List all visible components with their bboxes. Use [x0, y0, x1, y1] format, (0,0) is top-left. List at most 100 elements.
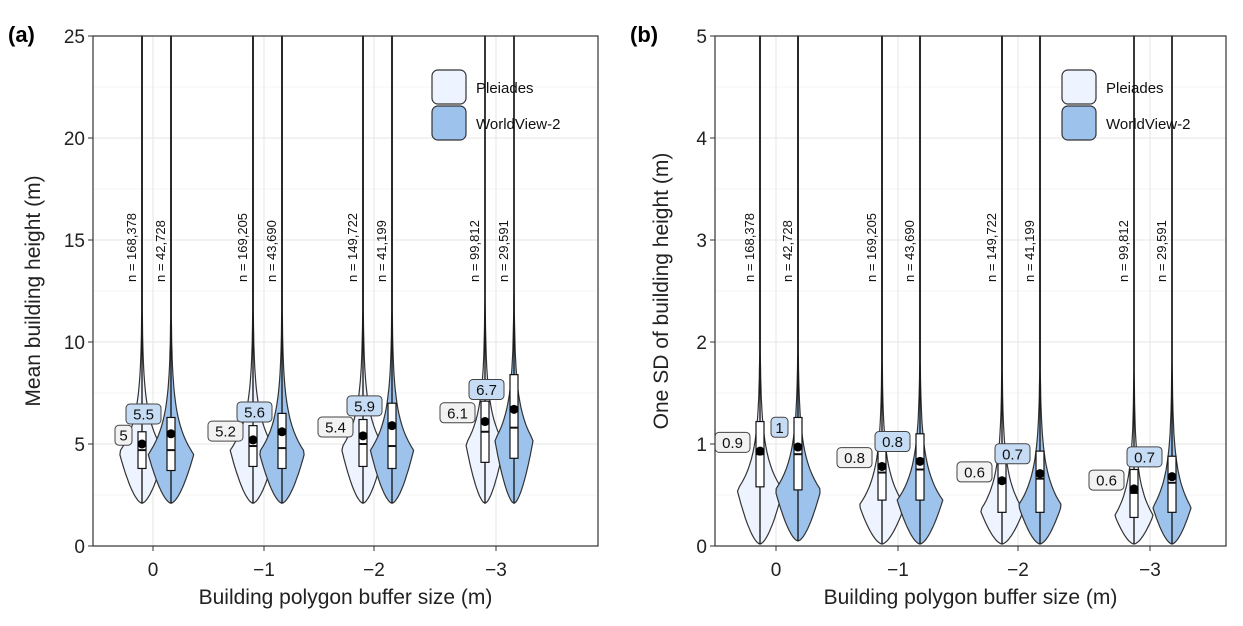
mean-point [137, 439, 147, 449]
mean-label: 6.7 [476, 382, 497, 399]
legend-label: Pleiades [476, 80, 534, 97]
mean-label-box [207, 420, 244, 442]
mean-label-box [125, 403, 162, 425]
mean-label: 5 [119, 428, 127, 445]
y-tick-label: 25 [64, 27, 85, 48]
sample-size-label: n = 29,591 [1154, 220, 1169, 282]
mean-label: 5.5 [133, 407, 154, 424]
x-tick-label: −3 [485, 560, 507, 581]
mean-label: 5.6 [244, 404, 265, 421]
x-axis-title: Building polygon buffer size (m) [824, 586, 1118, 609]
y-tick-label: 20 [64, 129, 85, 150]
legend-swatch [1061, 105, 1097, 141]
sample-size-label: n = 41,199 [1022, 220, 1037, 282]
y-tick-label: 1 [696, 435, 707, 456]
sample-size-label: n = 99,812 [467, 220, 482, 282]
iqr-box [1035, 450, 1045, 513]
mean-label: 0.6 [1096, 473, 1117, 490]
mean-label: 0.7 [1002, 446, 1023, 463]
mean-label-box [770, 416, 789, 438]
mean-label: 1 [775, 420, 783, 437]
x-tick-label: −1 [887, 560, 909, 581]
mean-label-box [346, 395, 383, 417]
mean-label: 5.9 [354, 398, 375, 415]
legend-swatch [431, 69, 467, 105]
iqr-box [509, 374, 519, 459]
mean-point [1035, 469, 1045, 479]
y-tick-label: 10 [64, 333, 85, 354]
y-tick-label: 2 [696, 333, 707, 354]
mean-point [387, 421, 397, 431]
sample-size-label: n = 29,591 [496, 220, 511, 282]
mean-label-box [994, 443, 1031, 465]
plot-frame [714, 35, 1227, 547]
panel-label: (a) [8, 22, 35, 47]
mean-point [1167, 472, 1177, 482]
y-tick-label: 15 [64, 231, 85, 252]
legend-label: Pleiades [1106, 80, 1164, 97]
iqr-box [1167, 455, 1177, 513]
mean-point [248, 435, 258, 445]
mean-point [793, 442, 803, 452]
sample-size-label: n = 149,722 [984, 213, 999, 282]
panel-label: (b) [630, 22, 658, 47]
mean-label-box [1088, 469, 1125, 491]
legend-label: WorldView-2 [1106, 116, 1190, 133]
x-axis-title: Building polygon buffer size (m) [199, 586, 493, 609]
mean-label: 6.1 [447, 405, 468, 422]
iqr-box [387, 402, 397, 470]
sample-size-label: n = 169,205 [235, 213, 250, 282]
mean-label: 0.9 [722, 435, 743, 452]
y-tick-label: 5 [696, 27, 707, 48]
mean-label-box [114, 424, 133, 446]
mean-label-box [439, 402, 476, 424]
sample-size-label: n = 42,728 [780, 220, 795, 282]
y-tick-label: 3 [696, 231, 707, 252]
sample-size-label: n = 41,199 [374, 220, 389, 282]
iqr-box [166, 416, 176, 472]
sample-size-label: n = 169,205 [864, 213, 879, 282]
mean-label: 0.8 [882, 434, 903, 451]
mean-label-box [317, 416, 354, 438]
y-axis-title: Mean building height (m) [22, 175, 45, 406]
mean-label: 0.7 [1134, 449, 1155, 466]
x-tick-label: −3 [1139, 560, 1161, 581]
mean-point [509, 404, 519, 414]
panel-a: 0 5 10 15 20 25 5 n = 168,378 5.2 n = 169,205 5.4 n… [8, 22, 599, 609]
panel-b: 0 1 2 3 4 5 0.9 n = 168,378 0.8 n = 169,205 0.6 n =… [630, 22, 1227, 609]
mean-point [877, 461, 887, 471]
mean-point [166, 429, 176, 439]
mean-point [755, 446, 765, 456]
sample-size-label: n = 149,722 [345, 213, 360, 282]
iqr-box [997, 458, 1007, 513]
plot-frame [92, 35, 599, 547]
x-tick-label: 0 [148, 560, 159, 581]
y-tick-label: 0 [696, 537, 707, 558]
mean-label: 5.2 [215, 424, 236, 441]
y-tick-label: 5 [74, 435, 85, 456]
iqr-box [915, 433, 925, 501]
sample-size-label: n = 43,690 [902, 220, 917, 282]
x-tick-label: −2 [363, 560, 385, 581]
y-tick-label: 4 [696, 129, 707, 150]
mean-label-box [956, 461, 993, 483]
mean-label: 0.8 [844, 450, 865, 467]
mean-point [480, 417, 490, 427]
mean-label-box [836, 447, 873, 469]
sample-size-label: n = 42,728 [153, 220, 168, 282]
y-axis-title: One SD of building height (m) [650, 153, 673, 430]
x-tick-label: −1 [253, 560, 275, 581]
mean-label-box [236, 401, 273, 423]
mean-point [277, 427, 287, 437]
legend-swatch [431, 105, 467, 141]
y-tick-label: 0 [74, 537, 85, 558]
mean-label: 5.4 [325, 420, 346, 437]
sample-size-label: n = 168,378 [742, 213, 757, 282]
x-tick-label: −2 [1007, 560, 1029, 581]
mean-point [915, 456, 925, 466]
mean-point [997, 476, 1007, 486]
iqr-box [358, 418, 368, 468]
mean-label-box [1126, 446, 1163, 468]
iqr-box [277, 412, 287, 470]
